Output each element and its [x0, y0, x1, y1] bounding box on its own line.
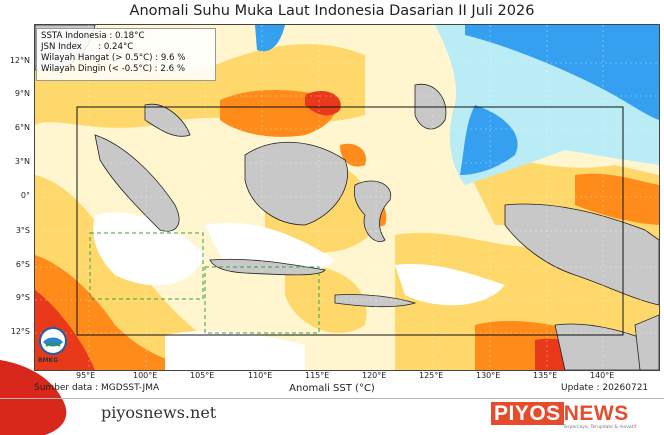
- statistics-box: SSTA Indonesia : 0.18°C JSN Index : 0.24…: [36, 28, 216, 81]
- warm-region-flores: [285, 264, 367, 334]
- indonesia-region-box: [76, 106, 624, 336]
- sst-anomaly-map: [34, 24, 660, 371]
- footer-divider: [0, 398, 664, 399]
- map-canvas: [35, 25, 659, 370]
- bmkg-logo-icon: [39, 327, 67, 355]
- lat-label: 6°S: [15, 260, 30, 269]
- lat-label: 9°N: [14, 89, 30, 98]
- data-source: Sumber data : MGDSST-JMA: [34, 383, 160, 393]
- lon-label: 105°E: [190, 371, 215, 380]
- land-malay-peninsula: [144, 103, 191, 137]
- cold-region-north-edge: [255, 25, 285, 52]
- land-sulawesi: [353, 180, 392, 242]
- brand-name-part2: NEWS: [563, 402, 629, 425]
- lon-label: 115°E: [305, 371, 330, 380]
- iod-box-east: [204, 266, 320, 334]
- lon-label: 135°E: [533, 371, 558, 380]
- lon-label: 95°E: [76, 371, 96, 380]
- lon-label: 130°E: [476, 371, 501, 380]
- update-date: Update : 20260721: [561, 383, 649, 393]
- lon-label: 120°E: [362, 371, 387, 380]
- lat-label: 0°: [20, 191, 30, 200]
- lat-label: 12°N: [9, 56, 30, 65]
- land-australia: [554, 323, 659, 370]
- lon-label: 140°E: [590, 371, 615, 380]
- cold-region-pacific: [465, 25, 659, 120]
- jsn-index-text: JSN Index : 0.24°C: [41, 42, 134, 52]
- land-nusa-tenggara: [334, 294, 417, 308]
- cold-area-text: Wilayah Dingin (< -0.5°C) : 2.6 %: [41, 64, 185, 74]
- neutral-region-south: [165, 330, 305, 370]
- iod-box-west: [89, 232, 204, 300]
- graticule: [35, 25, 659, 370]
- lat-label: 9°S: [15, 293, 30, 302]
- brand-name: PIYOS NEWS: [491, 402, 629, 426]
- bmkg-logo-text: BMKG: [38, 357, 59, 364]
- decorative-swoosh: [0, 360, 67, 435]
- hot-region-indian-ocean: [35, 255, 215, 370]
- warm-area-text: Wilayah Hangat (> 0.5°C) : 9.6 %: [41, 53, 186, 63]
- land-papua: [504, 203, 659, 306]
- hot-region-north-papua: [575, 173, 659, 225]
- land-java: [209, 258, 326, 276]
- land-cape-york: [634, 314, 659, 370]
- lat-label: 6°N: [14, 123, 30, 132]
- lat-label: 3°N: [14, 157, 30, 166]
- lon-label: 100°E: [133, 371, 158, 380]
- brand-name-part1: PIYOS: [491, 402, 564, 425]
- brand-tagline: Terpercaya, Terupdate & Inovatif: [563, 425, 637, 430]
- hot-region-sulawesi-sea: [340, 143, 366, 167]
- colorbar-label: Anomali SST (°C): [289, 383, 375, 394]
- lon-label: 125°E: [419, 371, 444, 380]
- hot-core-scs: [305, 90, 341, 116]
- land-sumatra: [94, 134, 180, 232]
- cold-region-philippine-sea: [460, 105, 518, 175]
- brand-logo[interactable]: PIYOS NEWS Terpercaya, Terupdate & Inovat…: [491, 402, 651, 430]
- ssta-indonesia-text: SSTA Indonesia : 0.18°C: [41, 31, 145, 41]
- map-title: Anomali Suhu Muka Laut Indonesia Dasaria…: [129, 3, 535, 19]
- lat-label: 12°S: [10, 327, 30, 336]
- neutral-region-banda: [395, 264, 505, 306]
- lon-label: 110°E: [248, 371, 273, 380]
- site-link[interactable]: piyosnews.net: [101, 403, 217, 422]
- lat-label: 3°S: [15, 226, 30, 235]
